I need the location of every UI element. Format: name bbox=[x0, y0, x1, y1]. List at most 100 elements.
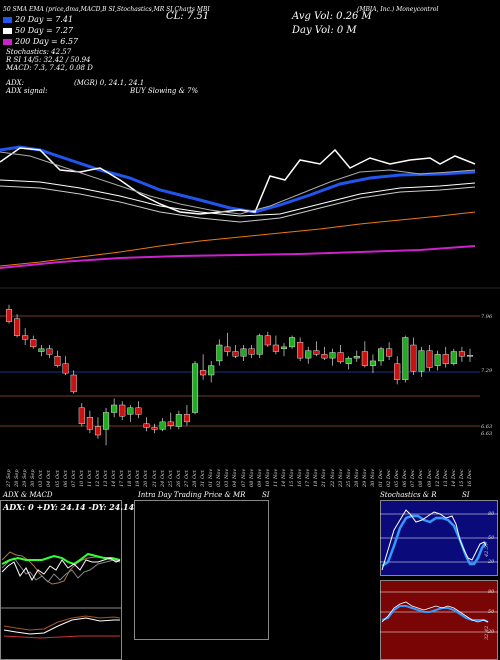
candle-body bbox=[458, 351, 465, 357]
candle-body bbox=[240, 348, 247, 357]
candle-body bbox=[224, 346, 231, 352]
candle-body bbox=[353, 356, 360, 359]
rsi-axis-50: 50 bbox=[488, 609, 495, 615]
candle-body bbox=[329, 352, 336, 359]
stoch-axis-20: 20 bbox=[488, 559, 495, 565]
sma20-value: 20 Day = 7.41 bbox=[15, 15, 74, 24]
candle-body bbox=[248, 348, 255, 355]
candle-body bbox=[289, 337, 296, 348]
candle-body bbox=[297, 341, 304, 359]
candle-body bbox=[14, 318, 21, 336]
candle-body bbox=[94, 426, 101, 436]
sma50-value: 50 Day = 7.27 bbox=[15, 26, 74, 35]
rsi-axis-80: 80 bbox=[488, 589, 495, 595]
sma-long-line bbox=[0, 211, 476, 267]
candle-body bbox=[394, 363, 401, 380]
main-price-chart bbox=[0, 145, 500, 446]
candle-body bbox=[30, 339, 37, 348]
intraday-panel-title: Intra Day Trading Price & MR bbox=[138, 491, 246, 499]
candle-body bbox=[410, 344, 417, 372]
candle-body bbox=[151, 427, 158, 430]
sma50-swatch bbox=[3, 28, 12, 34]
moving-average-lines bbox=[0, 145, 476, 269]
candle-body bbox=[378, 348, 385, 362]
sma20-line bbox=[0, 145, 476, 214]
candle-body bbox=[256, 335, 263, 355]
candle-body bbox=[70, 374, 77, 393]
candle-body bbox=[418, 350, 425, 372]
candle-body bbox=[175, 414, 182, 427]
candle-body bbox=[369, 360, 376, 366]
adx-label: ADX: bbox=[6, 79, 25, 87]
candle-body bbox=[272, 344, 279, 352]
candle-body bbox=[280, 346, 288, 349]
price-label-4: 6.63 bbox=[481, 431, 493, 437]
candle-body bbox=[127, 407, 134, 415]
candle-body bbox=[232, 351, 239, 357]
candle-body bbox=[200, 370, 207, 376]
candle-body bbox=[361, 351, 368, 366]
rsi-value: R SI 14/5: 32.42 / 50.94 bbox=[6, 56, 91, 64]
candle-body bbox=[78, 407, 85, 424]
sma200-swatch bbox=[3, 39, 12, 45]
rsi-axis-20: 20 bbox=[488, 629, 495, 635]
candle-body bbox=[46, 348, 53, 355]
average-volume: Avg Vol: 0.26 M bbox=[292, 11, 372, 22]
sma200-line bbox=[0, 245, 476, 269]
candle-body bbox=[191, 363, 199, 413]
price-label-1: 7.96 bbox=[481, 314, 493, 320]
sma200-value: 200 Day = 6.57 bbox=[15, 37, 79, 46]
candle-body bbox=[442, 354, 449, 364]
macd-value: MACD: 7.3, 7.42, 0.08 D bbox=[6, 64, 93, 72]
price-label-3: 6.63 bbox=[481, 424, 493, 430]
candle-body bbox=[305, 350, 312, 359]
candle-body bbox=[103, 412, 110, 430]
stoch-panel-title: Stochastics & R bbox=[380, 491, 437, 499]
candle-body bbox=[111, 404, 118, 413]
candle-body bbox=[159, 421, 166, 430]
adx-panel-title: ADX & MACD bbox=[3, 491, 53, 499]
close-price: CL: 7.51 bbox=[166, 11, 210, 22]
sma100-line bbox=[0, 185, 476, 223]
candle-body bbox=[321, 354, 328, 359]
candle-body bbox=[86, 416, 93, 430]
adx-macd-lines bbox=[0, 551, 122, 639]
header-ticker-label: (MBIA, Inc.) Moneycontrol bbox=[357, 6, 439, 13]
candle-body bbox=[216, 344, 223, 362]
intraday-panel bbox=[134, 500, 269, 640]
candle-body bbox=[434, 354, 441, 366]
candle-body bbox=[183, 414, 190, 423]
candle-body bbox=[135, 407, 142, 415]
adx-signal-label: ADX signal: bbox=[6, 87, 48, 95]
intraday-si-label: SI bbox=[262, 491, 270, 499]
sma-dotted-line bbox=[0, 151, 476, 215]
stoch-si-label: SI bbox=[462, 491, 470, 499]
candle-body bbox=[426, 350, 433, 368]
candle-body bbox=[337, 352, 344, 363]
candle-body bbox=[466, 355, 474, 357]
header-indicator-list: 50 SMA EMA (price,dma,MACD,B SI,Stochast… bbox=[3, 6, 210, 13]
candle-body bbox=[119, 404, 126, 417]
adx-values: (MGR) 0, 24.1, 24.1 bbox=[74, 79, 145, 87]
candle-body bbox=[62, 363, 69, 374]
candle-body bbox=[402, 337, 409, 380]
candle-body bbox=[5, 309, 13, 322]
candle-body bbox=[38, 348, 45, 352]
adx-dy-values: ADX: 0 +DY: 24.14 -DY: 24.14 bbox=[3, 502, 135, 512]
candle-body bbox=[143, 423, 150, 428]
candlesticks bbox=[5, 304, 474, 446]
sma50-line bbox=[0, 179, 476, 217]
stoch-axis-50: 50 bbox=[488, 535, 495, 541]
rsi-lines bbox=[380, 591, 498, 633]
rsi-current-marker: 32.42 bbox=[484, 625, 490, 640]
price-label-2: 7.29 bbox=[481, 368, 493, 374]
stoch-axis-80: 80 bbox=[488, 511, 495, 517]
candle-body bbox=[208, 365, 215, 376]
candle-body bbox=[264, 335, 271, 346]
sma20-swatch bbox=[3, 17, 12, 23]
candle-body bbox=[345, 357, 352, 364]
price-gridlines bbox=[0, 287, 500, 427]
candle-body bbox=[450, 351, 457, 364]
candle-body bbox=[54, 356, 61, 366]
candle-body bbox=[167, 421, 174, 426]
